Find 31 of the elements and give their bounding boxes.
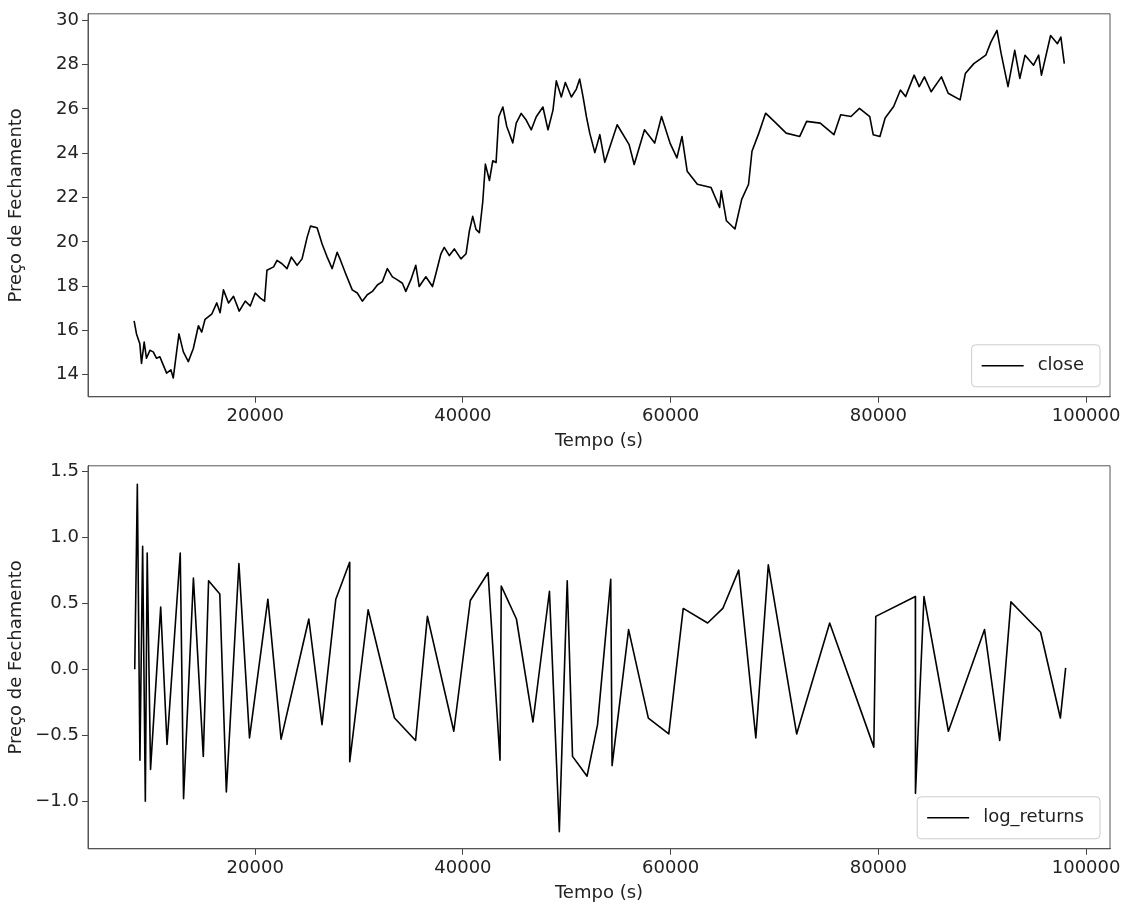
y-tick-label: −0.5 [35, 722, 79, 744]
y-tick-label: 28 [56, 52, 79, 74]
y-tick-label: 16 [56, 318, 79, 340]
x-axis-title: Tempo (s) [553, 880, 644, 902]
y-tick-label: 0.5 [50, 590, 79, 612]
legend-label: close [1037, 353, 1085, 375]
y-tick-label: 1.5 [50, 458, 79, 480]
x-tick-label: 60000 [642, 856, 700, 878]
y-tick-label: 0.0 [50, 656, 79, 678]
y-tick-label: 20 [56, 229, 79, 251]
x-tick-label: 100000 [1051, 856, 1121, 878]
x-tick-label: 20000 [226, 404, 284, 426]
y-tick-label: 1.0 [50, 524, 79, 546]
y-axis-title: Preço de Fechamento [4, 560, 26, 755]
y-tick-label: 14 [56, 362, 79, 384]
y-axis-title: Preço de Fechamento [4, 108, 26, 303]
x-tick-label: 100000 [1051, 404, 1121, 426]
y-tick-label: −1.0 [35, 788, 79, 810]
x-tick-label: 20000 [226, 856, 284, 878]
x-tick-label: 40000 [434, 856, 492, 878]
x-tick-label: 80000 [849, 856, 908, 878]
x-tick-label: 40000 [434, 404, 492, 426]
x-tick-label: 80000 [849, 404, 908, 426]
y-tick-label: 18 [56, 273, 79, 295]
legend-label: log_returns [983, 805, 1084, 828]
y-tick-label: 30 [56, 8, 79, 30]
y-tick-label: 26 [56, 96, 79, 118]
x-axis-title: Tempo (s) [553, 428, 644, 450]
x-tick-label: 60000 [642, 404, 700, 426]
y-tick-label: 24 [56, 140, 79, 162]
y-tick-label: 22 [56, 185, 79, 207]
